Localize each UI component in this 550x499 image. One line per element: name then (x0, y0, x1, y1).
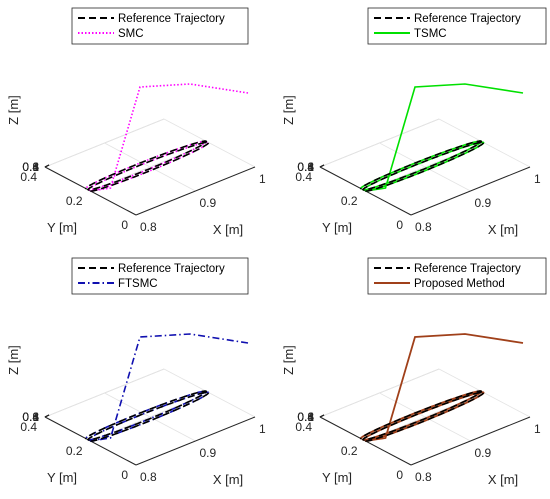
y-axis-label: Y [m] (322, 470, 352, 485)
trajectories (85, 83, 249, 192)
x-tick-label: 0.8 (415, 220, 432, 234)
x-tick-label: 0.9 (475, 196, 492, 210)
legend-label: Reference Trajectory (118, 13, 225, 25)
z-axis-label: Z [m] (6, 95, 21, 125)
y-tick-label: 0 (396, 218, 403, 232)
z-tick-label: 1 (307, 160, 314, 174)
x-axis-label: X [m] (213, 222, 243, 237)
y-tick-label: 0.2 (341, 194, 358, 208)
legend: Reference Trajectory SMC (71, 7, 249, 45)
legend-label: SMC (118, 28, 144, 40)
y-tick-label: 0.2 (66, 194, 83, 208)
y-tick-label: 0 (121, 218, 128, 232)
y-tick-label: 0 (396, 468, 403, 482)
y-axis-label: Y [m] (47, 220, 77, 235)
z-axis-label: Z [m] (281, 95, 296, 125)
y-tick-label: 0.4 (295, 420, 312, 434)
x-axis-label: X [m] (213, 472, 243, 487)
trajectories (359, 333, 524, 442)
legend-label: Reference Trajectory (414, 13, 521, 25)
z-tick-label: 0.8 (22, 410, 39, 424)
x-axis-label: X [m] (488, 222, 518, 237)
z-tick-label: 0.4 (22, 410, 39, 424)
x-tick-label: 1 (534, 172, 541, 186)
legend-label: Proposed Method (414, 278, 505, 290)
y-axis-label: Y [m] (322, 220, 352, 235)
z-tick-label: 0.8 (22, 160, 39, 174)
z-tick-label: 0.8 (297, 160, 314, 174)
z-tick-label: 0.6 (22, 160, 39, 174)
z-tick-label: 1 (32, 410, 39, 424)
z-tick-label: 0.6 (297, 410, 314, 424)
z-tick-label: 0.6 (297, 160, 314, 174)
x-tick-label: 0.9 (200, 196, 217, 210)
z-tick-label: 0.8 (297, 410, 314, 424)
legend: Reference Trajectory TSMC (367, 7, 547, 45)
legend-box (71, 7, 249, 45)
x-tick-label: 0.8 (140, 470, 157, 484)
y-axis-label: Y [m] (47, 470, 77, 485)
y-tick-label: 0.4 (20, 420, 37, 434)
legend-box (367, 257, 547, 295)
trajectories (360, 83, 524, 192)
legend: Reference Trajectory Proposed Method (367, 257, 547, 295)
y-tick-label: 0 (121, 468, 128, 482)
legend-label: FTSMC (118, 278, 158, 290)
legend-label: Reference Trajectory (118, 263, 225, 275)
x-tick-label: 0.9 (200, 446, 217, 460)
x-tick-label: 1 (534, 422, 541, 436)
z-axis-label: Z [m] (6, 345, 21, 375)
z-tick-label: 0.4 (297, 160, 314, 174)
series-line-reference-trajectory (85, 140, 210, 192)
x-axis-label: X [m] (488, 472, 518, 487)
y-tick-label: 0.2 (66, 444, 83, 458)
x-tick-label: 0.9 (475, 446, 492, 460)
z-axis-label: Z [m] (281, 345, 296, 375)
legend-box (71, 257, 249, 295)
z-tick-label: 0.6 (22, 410, 39, 424)
x-tick-label: 1 (259, 422, 266, 436)
y-tick-label: 0.4 (295, 170, 312, 184)
legend-label: TSMC (414, 28, 447, 40)
z-tick-label: 1 (307, 410, 314, 424)
x-tick-label: 0.8 (415, 470, 432, 484)
z-tick-label: 0.4 (22, 160, 39, 174)
x-tick-label: 1 (259, 172, 266, 186)
y-tick-label: 0.4 (20, 170, 37, 184)
trajectories (85, 333, 249, 442)
z-tick-label: 1 (32, 160, 39, 174)
series-line-reference-trajectory (85, 390, 210, 442)
x-tick-label: 0.8 (140, 220, 157, 234)
legend: Reference Trajectory FTSMC (71, 257, 249, 295)
legend-box (367, 7, 547, 45)
legend-label: Reference Trajectory (414, 263, 521, 275)
series-line-reference-trajectory (360, 390, 485, 442)
y-tick-label: 0.2 (341, 444, 358, 458)
series-line-reference-trajectory (360, 140, 485, 192)
z-tick-label: 0.4 (297, 410, 314, 424)
